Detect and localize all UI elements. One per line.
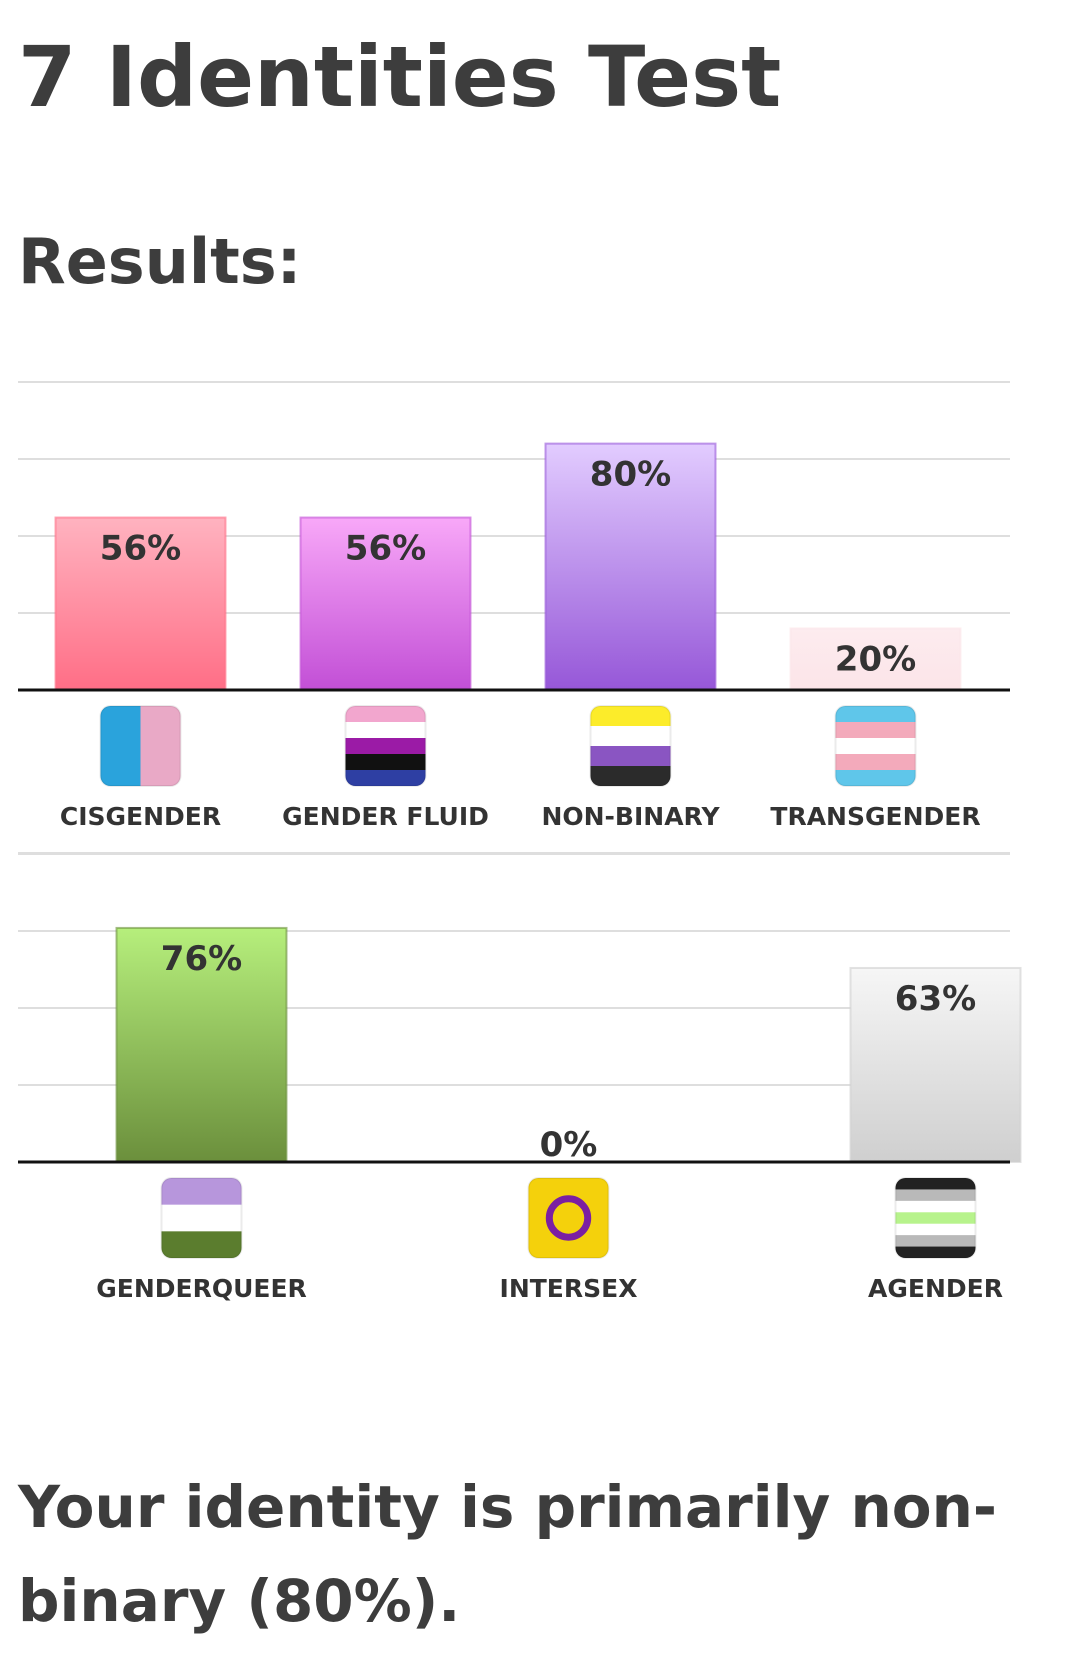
value-label-non-binary: 80% [590,455,671,495]
summary-text: Your identity is primarily non-binary (8… [18,1473,998,1635]
bar-genderqueer [115,926,288,1163]
bar-cisgender [54,516,227,692]
results-heading: Results: [18,225,302,298]
value-label-genderqueer: 76% [161,939,242,979]
value-label-cisgender: 56% [100,529,181,569]
bar-agender [849,966,1022,1164]
genderqueer-flag-icon [160,1177,243,1259]
category-label-transgender: TRANSGENDER [770,802,980,831]
bar-non-binary [544,442,717,691]
category-label-agender: AGENDER [868,1274,1003,1303]
category-label-genderqueer: GENDERQUEER [96,1274,307,1303]
bar-gender-fluid [299,516,472,692]
category-label-non-binary: NON-BINARY [541,802,720,831]
category-label-intersex: INTERSEX [500,1274,638,1303]
category-label-gender-fluid: GENDER FLUID [282,802,489,831]
category-label-cisgender: CISGENDER [60,802,221,831]
value-label-intersex: 0% [540,1125,598,1165]
non-binary-flag-icon [589,705,672,787]
value-label-agender: 63% [895,979,976,1019]
transgender-flag-icon [834,705,917,787]
value-label-transgender: 20% [835,639,916,679]
value-label-gender-fluid: 56% [345,529,426,569]
agender-flag-icon [894,1177,977,1259]
bar-transgender [789,627,962,692]
page-title: 7 Identities Test [18,28,782,126]
intersex-flag-icon [527,1177,610,1259]
gender-fluid-flag-icon [344,705,427,787]
cisgender-flag-icon [99,705,182,787]
